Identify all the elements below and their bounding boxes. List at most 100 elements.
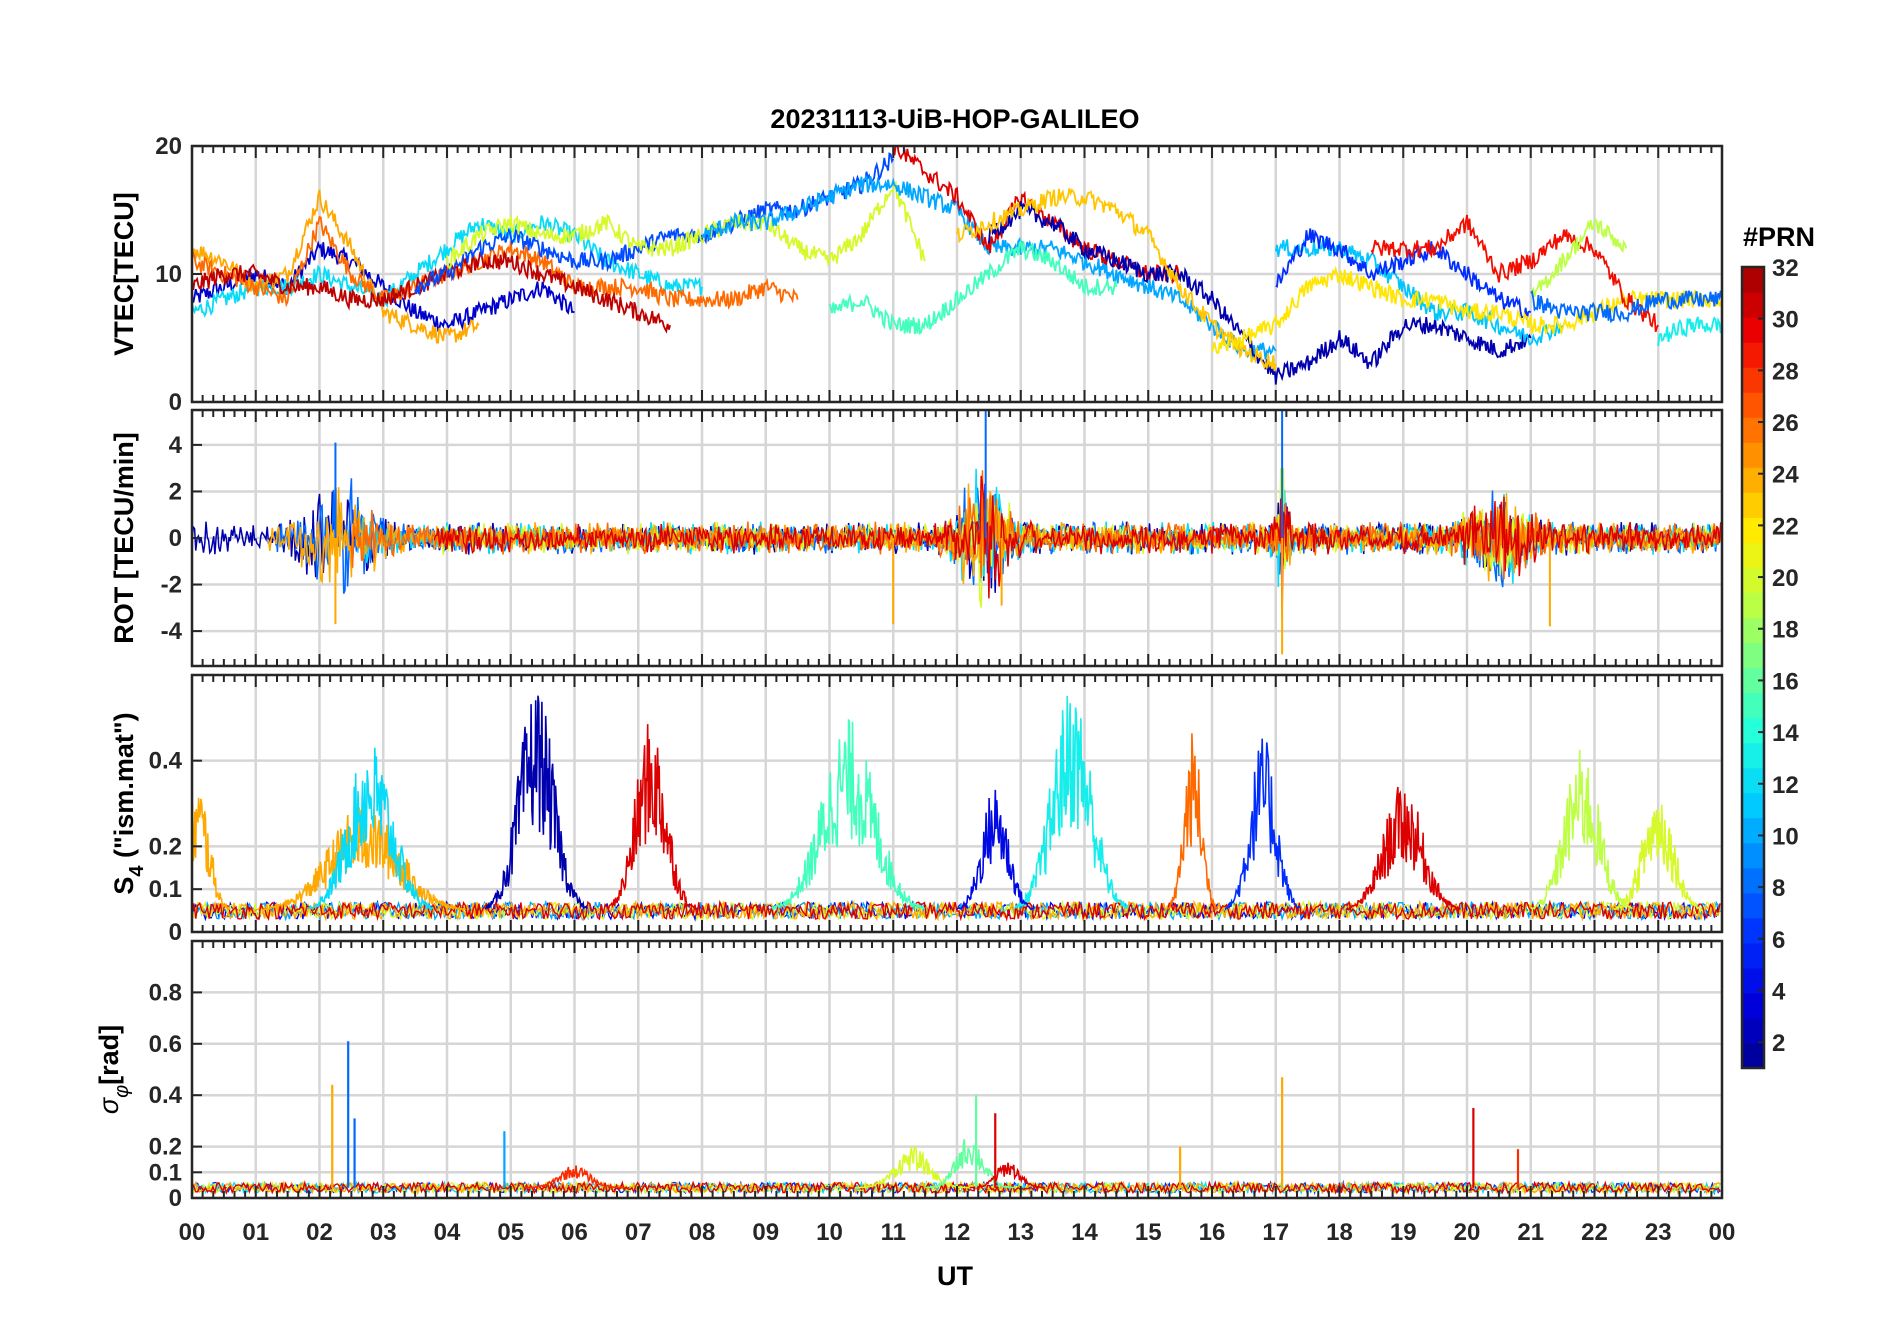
colorbar-tick-label: 22 [1772,513,1799,540]
colorbar-swatch [1742,517,1764,543]
sigma-bump-1 [925,1139,1015,1189]
y-tick-label: 4 [169,432,183,459]
y-axis-label-s4: S4 ("ism.mat") [109,712,148,894]
panel-rot: -4 -2 0 2 4 ROT [TECU/min] [109,408,1724,668]
y-tick-label: 20 [155,133,182,160]
colorbar-swatch [1742,417,1764,443]
chart-title: 20231113-UiB-HOP-GALILEO [770,104,1139,134]
colorbar-tick-label: 28 [1772,358,1799,385]
y-label-rest: ("ism.mat") [109,712,139,865]
panel-rot-ticks [191,410,1723,666]
colorbar-swatch [1742,742,1764,769]
colorbar-swatch [1742,567,1764,594]
sigma-bump-2 [523,1165,625,1189]
x-axis: 00 01 02 03 04 05 06 07 08 09 10 11 12 13 14 15 16 17 18 19… [179,1219,1736,1246]
colorbar-swatch [1742,617,1764,644]
colorbar-tick-label: 4 [1772,978,1786,1005]
s4-baseline-prn-30 [192,899,1721,922]
vtec-series-prn-7 [414,152,895,295]
x-tick-label: 08 [689,1219,716,1246]
vtec-series-prn-19 [1530,218,1628,297]
colorbar-tick-label: 18 [1772,617,1799,644]
x-tick-label: 14 [1071,1219,1098,1246]
colorbar-swatch [1742,342,1764,368]
panel-vtec-grid [190,144,1724,404]
s4-burst-4 [606,724,696,910]
y-tick-label: 0 [169,525,182,552]
colorbar-swatch [1742,267,1764,293]
colorbar-swatch [1742,442,1764,468]
colorbar-tick-label: 8 [1772,875,1785,902]
colorbar-swatch [1742,392,1764,418]
y-tick-label: 0 [169,1185,182,1212]
y-tick-label: 0 [169,919,182,946]
colorbar-tick-label: 10 [1772,823,1799,850]
colorbar-swatch [1742,792,1764,819]
s4-burst-2 [306,747,434,911]
colorbar-swatch [1742,842,1764,869]
vtec-series-prn-13 [1657,316,1722,347]
colorbar-swatch [1742,1017,1764,1044]
vtec-series-prn-20 [446,180,926,270]
colorbar-tick-label: 16 [1772,668,1799,695]
panel-s4-ticks [191,675,1723,933]
x-tick-label: 04 [434,1219,461,1246]
s4-burst-11 [1530,749,1633,911]
s4-burst-0 [192,797,231,910]
colorbar-swatch [1742,992,1764,1019]
colorbar-swatch [1742,967,1764,994]
colorbar-label: #PRN [1743,222,1815,252]
y-tick-label: -2 [161,572,182,599]
x-tick-label: 23 [1645,1219,1672,1246]
x-tick-label: 21 [1517,1219,1544,1246]
y-tick-label: 0.2 [149,833,182,860]
rot-series-prn-30 [433,475,1722,619]
colorbar-swatch [1742,367,1764,393]
s4-burst-1 [261,807,467,912]
vtec-series-prn-6 [1275,228,1532,320]
colorbar-swatch [1742,492,1764,518]
vtec-series-prn-29 [1370,214,1660,333]
x-tick-label: 02 [306,1219,333,1246]
s4-burst-12 [1613,804,1703,912]
y-tick-label: 0.4 [149,1082,183,1109]
colorbar-tick-label: 2 [1772,1030,1785,1057]
panel-sigma_phi-ticks [191,941,1723,1199]
x-tick-label: 03 [370,1219,397,1246]
colorbar-swatch [1742,767,1764,794]
panel-vtec: 0 10 20 VTEC[TECU] [109,133,1724,416]
y-axis-label-sigma_phi: σφ[rad] [94,1025,133,1114]
sigma-bump-3 [969,1162,1046,1189]
y-axis-label-vtec: VTEC[TECU] [109,192,139,356]
colorbar-tick-label: 30 [1772,307,1799,334]
colorbar-swatch [1742,467,1764,493]
x-tick-label: 09 [752,1219,779,1246]
x-tick-label: 17 [1262,1219,1289,1246]
sigma-bump-0 [855,1145,969,1189]
colorbar-swatch [1742,717,1764,744]
y-label-subscript: φ [111,1085,133,1098]
y-tick-label: 0 [169,389,182,416]
s4-burst-7 [956,789,1033,911]
y-axis-label-rot: ROT [TECU/min] [109,432,139,643]
y-tick-label: 0.4 [149,748,183,775]
colorbar-swatch [1742,317,1764,343]
colorbar-tick-label: 12 [1772,772,1799,799]
s4-burst-8 [1167,733,1219,910]
colorbar-tick-label: 24 [1772,462,1799,489]
colorbar-tick-label: 32 [1772,255,1799,282]
x-tick-label: 10 [816,1219,843,1246]
x-axis-label: UT [937,1261,973,1291]
colorbar-swatch [1742,892,1764,919]
s4-burst-9 [1224,738,1301,911]
x-tick-label: 11 [881,1219,906,1246]
colorbar-swatch [1742,817,1764,844]
colorbar-swatch [1742,592,1764,619]
colorbar-swatch [1742,642,1764,669]
x-tick-label: 19 [1390,1219,1417,1246]
colorbar-swatch [1742,667,1764,694]
panel-vtec-series [192,146,1722,385]
colorbar-swatch [1742,692,1764,719]
colorbar-frame [1740,265,1766,1070]
